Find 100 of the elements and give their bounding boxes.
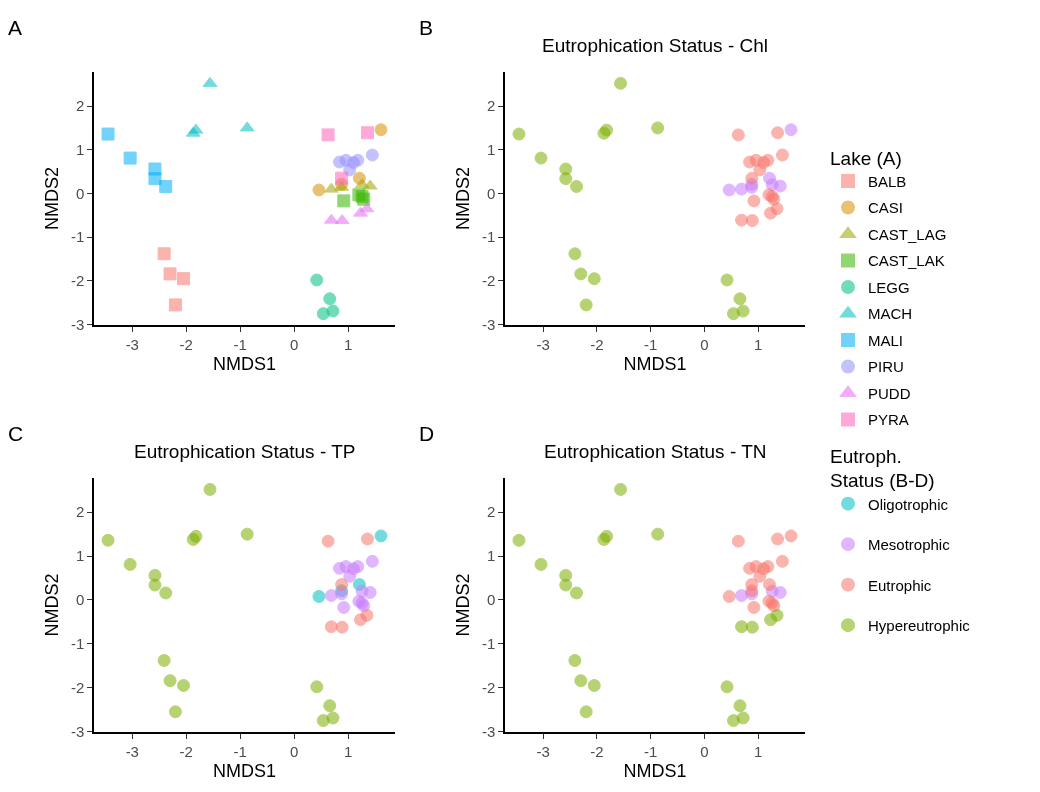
- point: [745, 171, 759, 185]
- x-tick-label: -3: [536, 335, 550, 353]
- y-tick-label: 2: [486, 503, 496, 521]
- chart-title: Eutrophication Status - Chl: [542, 35, 769, 56]
- point: [775, 148, 789, 162]
- y-tick-label: -3: [70, 315, 85, 333]
- point: [736, 711, 750, 725]
- point: [123, 557, 137, 571]
- point: [747, 600, 761, 614]
- text: Oligotrophic: [868, 495, 949, 513]
- point: [570, 586, 584, 600]
- legend-label: Mesotrophic: [868, 536, 951, 553]
- x-tick-label: -1: [233, 335, 247, 353]
- point: [101, 533, 115, 547]
- point: [157, 653, 171, 667]
- point: [773, 179, 787, 193]
- point: [579, 705, 593, 719]
- point: [163, 267, 177, 281]
- point: [753, 163, 767, 177]
- point: [365, 554, 379, 568]
- y-tick-label: 0: [75, 184, 85, 202]
- legend-title: Lake (A): [830, 147, 902, 169]
- point: [763, 578, 777, 592]
- legend-label: Hypereutrophic: [868, 617, 971, 634]
- point: [177, 272, 191, 286]
- point: [761, 153, 775, 167]
- y-tick-label: -2: [70, 678, 85, 696]
- point: [159, 179, 173, 193]
- point: [587, 272, 601, 286]
- point: [735, 620, 749, 634]
- point: [323, 699, 337, 713]
- point: [784, 123, 798, 137]
- point: [240, 527, 254, 541]
- legend-label: CAST_LAG: [868, 225, 947, 243]
- point: [747, 194, 761, 208]
- x-tick-label: -1: [644, 335, 658, 353]
- point: [534, 151, 548, 165]
- point: [337, 194, 351, 208]
- x-tick-label: -2: [179, 742, 193, 760]
- y-tick-label: 1: [75, 547, 85, 565]
- y-axis-title: NMDS2: [452, 573, 473, 637]
- y-tick-label: -2: [481, 678, 496, 696]
- x-tick-label: 0: [289, 742, 299, 760]
- point: [335, 620, 349, 634]
- point: [722, 183, 736, 197]
- point: [323, 292, 337, 306]
- point: [157, 247, 171, 261]
- legend-label: CASI: [868, 199, 904, 217]
- x-tick-label: 0: [700, 742, 709, 760]
- point: [163, 674, 177, 688]
- point: [559, 172, 573, 186]
- y-tick-label: 1: [486, 547, 496, 565]
- x-tick-label: 0: [700, 335, 709, 353]
- point: [361, 532, 374, 546]
- point: [570, 179, 584, 193]
- point: [337, 600, 351, 614]
- point: [568, 247, 582, 261]
- point: [335, 171, 349, 185]
- x-tick-label: 0: [289, 335, 299, 353]
- y-tick-label: -1: [481, 635, 496, 653]
- x-axis-title: NMDS1: [623, 354, 687, 375]
- x-tick-label: -1: [233, 742, 247, 760]
- point: [733, 699, 747, 713]
- point: [651, 527, 665, 541]
- y-tick-label: -1: [481, 228, 496, 246]
- point: [722, 589, 736, 603]
- point: [761, 560, 775, 574]
- point: [324, 589, 338, 603]
- point: [773, 586, 787, 599]
- point: [310, 273, 324, 287]
- legend-label: BALB: [868, 172, 907, 190]
- point: [753, 569, 767, 583]
- x-tick-label: 1: [754, 742, 763, 760]
- y-tick-label: -1: [70, 228, 85, 246]
- point: [177, 679, 191, 692]
- point: [326, 711, 340, 725]
- point: [360, 608, 374, 622]
- point: [363, 586, 377, 599]
- chart-title: Eutrophication Status - TN: [544, 441, 767, 462]
- x-tick-label: -3: [536, 742, 550, 760]
- x-tick-label: 1: [754, 335, 763, 353]
- point: [736, 304, 750, 318]
- x-tick-label: 1: [343, 335, 353, 353]
- y-tick-label: 1: [75, 141, 85, 159]
- legend-label: PYRA: [868, 411, 909, 429]
- text: D: [419, 422, 435, 445]
- legend-label: PIRU: [868, 358, 904, 376]
- point: [735, 213, 749, 227]
- point: [720, 680, 734, 694]
- point: [374, 529, 388, 543]
- point: [360, 126, 374, 140]
- point: [324, 620, 338, 634]
- legend-label: CAST_LAK: [868, 252, 945, 270]
- point: [651, 121, 665, 135]
- y-axis-title: NMDS2: [41, 573, 62, 637]
- point: [745, 620, 759, 634]
- point: [351, 153, 365, 167]
- text: A: [8, 16, 23, 39]
- text: Eutrophic: [868, 576, 932, 594]
- x-tick-label: -2: [179, 335, 193, 353]
